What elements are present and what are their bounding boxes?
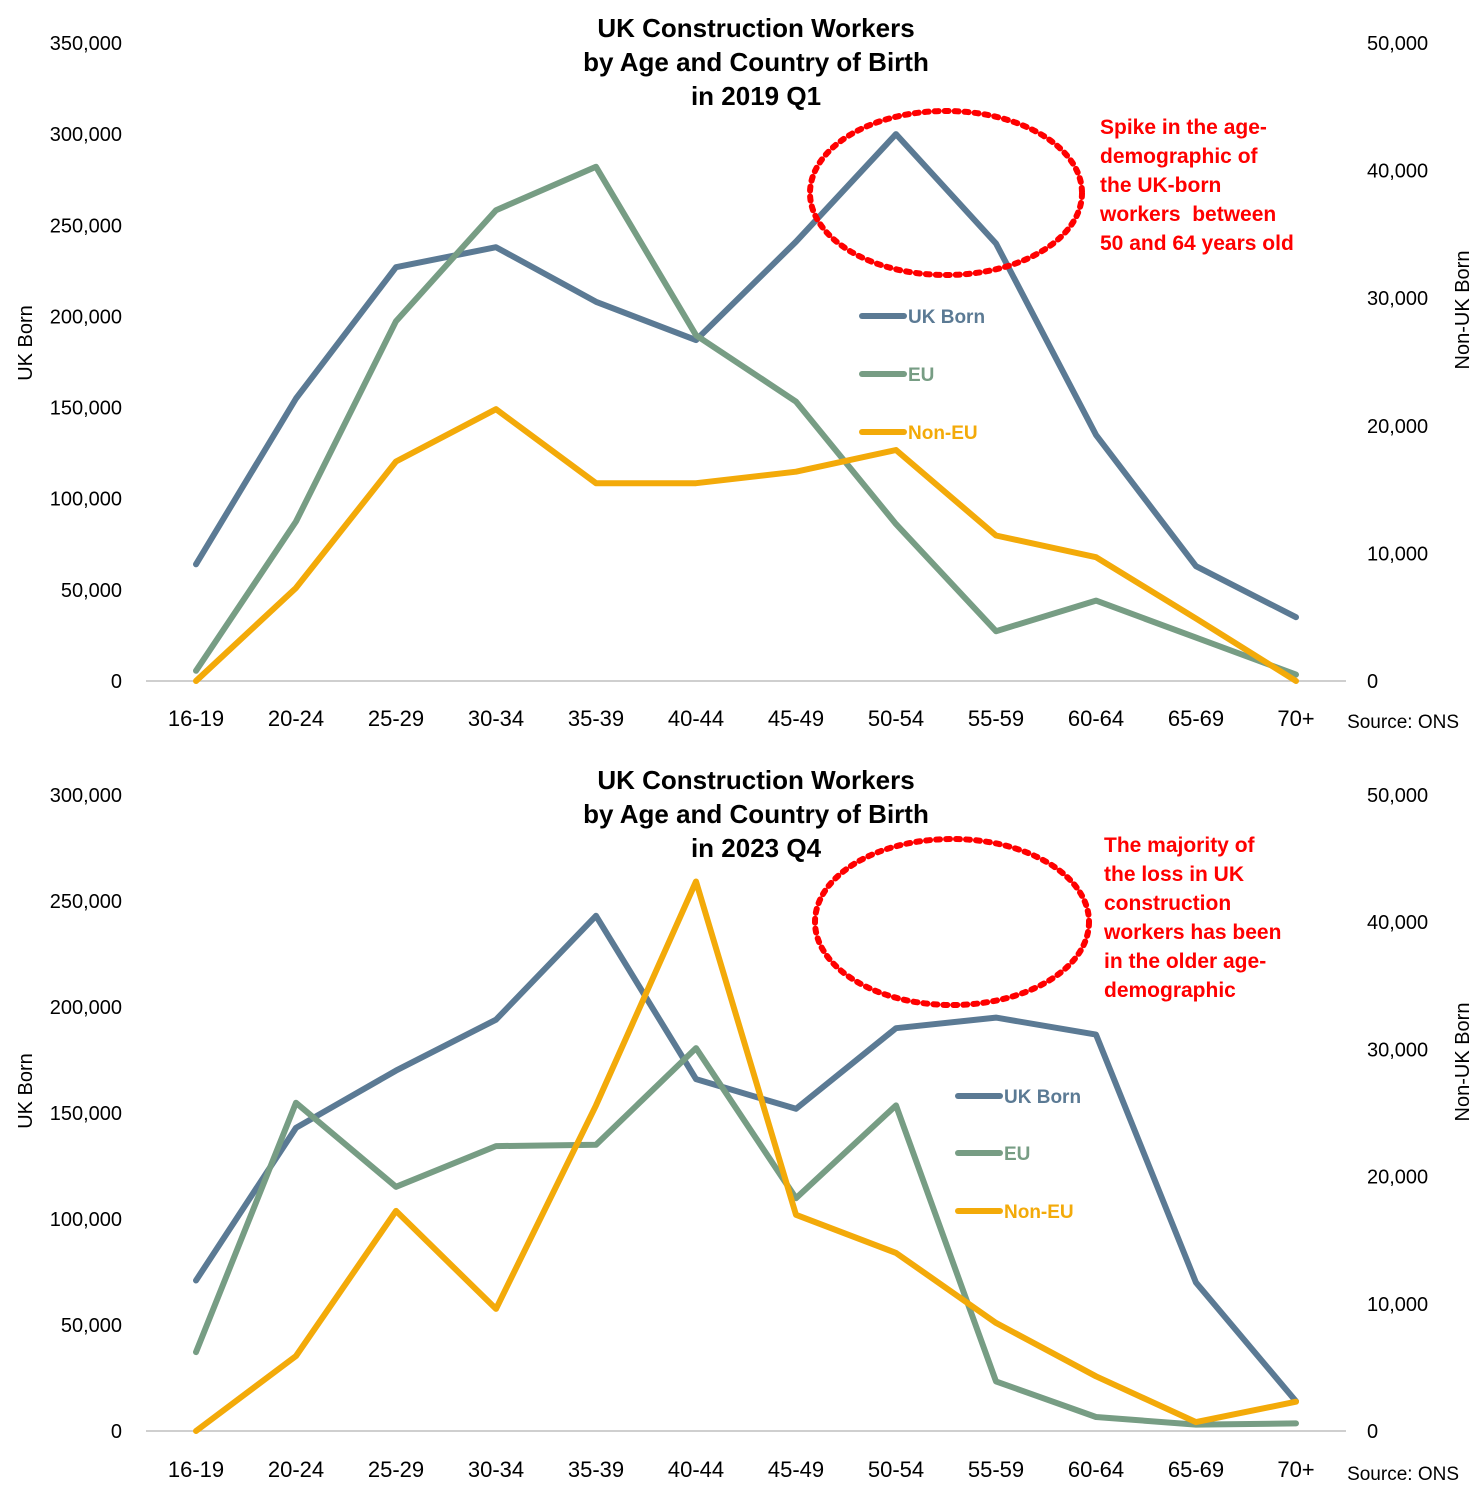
annotation-line: 50 and 64 years old — [1100, 232, 1294, 255]
y-left-tick-label: 250,000 — [50, 215, 122, 237]
y-right-tick-label: 0 — [1367, 671, 1378, 693]
annotation-line: construction — [1104, 892, 1231, 915]
chart-2: UK Construction Workers by Age and Countr… — [15, 765, 1474, 1485]
chart-title-line: by Age and Country of Birth — [583, 47, 929, 77]
series-line-non-eu — [193, 878, 1299, 1434]
series-line-non-eu — [193, 406, 1299, 684]
legend-label: EU — [1004, 1144, 1030, 1165]
legend-label: Non-EU — [1004, 1202, 1074, 1223]
y-right-tick-label: 50,000 — [1367, 33, 1428, 55]
legend-label: Non-EU — [908, 423, 978, 444]
y-right-tick-label: 40,000 — [1367, 912, 1428, 934]
y-left-tick-label: 100,000 — [50, 1209, 122, 1231]
x-tick-label: 16-19 — [168, 1457, 224, 1482]
series-line-uk-born — [193, 912, 1299, 1405]
y-right-axis-title: Non-UK Born — [1452, 1003, 1474, 1122]
chart-title-line: by Age and Country of Birth — [583, 799, 929, 829]
y-right-tick-label: 30,000 — [1367, 288, 1428, 310]
y-left-tick-label: 150,000 — [50, 1103, 122, 1125]
y-left-tick-label: 300,000 — [50, 124, 122, 146]
source-note: Source: ONS — [1347, 1464, 1459, 1485]
x-tick-label: 50-54 — [868, 706, 924, 731]
x-tick-label: 35-39 — [568, 1457, 624, 1482]
annotation-line: demographic of — [1100, 145, 1259, 168]
annotation-line: the UK-born — [1100, 174, 1221, 197]
series-line-eu — [193, 1045, 1299, 1428]
x-tick-label: 55-59 — [968, 1457, 1024, 1482]
highlight-ellipse — [807, 108, 1085, 278]
x-tick-label: 70+ — [1277, 706, 1314, 731]
annotation-line: workers between — [1099, 203, 1276, 226]
x-tick-label: 35-39 — [568, 706, 624, 731]
x-tick-label: 65-69 — [1168, 706, 1224, 731]
legend-label: UK Born — [908, 307, 985, 328]
y-left-tick-label: 250,000 — [50, 891, 122, 913]
y-right-tick-label: 0 — [1367, 1421, 1378, 1443]
chart-title-line: in 2023 Q4 — [691, 833, 822, 863]
y-right-tick-label: 10,000 — [1367, 1294, 1428, 1316]
x-tick-label: 60-64 — [1068, 1457, 1124, 1482]
annotation-line: Spike in the age- — [1100, 116, 1267, 139]
y-right-axis-title: Non-UK Born — [1452, 251, 1474, 370]
x-tick-label: 20-24 — [268, 1457, 324, 1482]
y-right-tick-label: 20,000 — [1367, 1167, 1428, 1189]
y-left-tick-label: 200,000 — [50, 997, 122, 1019]
y-right-tick-label: 30,000 — [1367, 1039, 1428, 1061]
y-left-tick-label: 0 — [111, 671, 122, 693]
series-line-eu — [193, 163, 1299, 678]
x-tick-label: 45-49 — [768, 706, 824, 731]
x-tick-label: 16-19 — [168, 706, 224, 731]
annotation-line: The majority of — [1104, 834, 1256, 857]
highlight-ellipse — [812, 836, 1092, 1008]
x-tick-label: 25-29 — [368, 1457, 424, 1482]
annotation-line: the loss in UK — [1104, 863, 1244, 886]
y-left-tick-label: 350,000 — [50, 33, 122, 55]
chart-title-line: UK Construction Workers — [597, 765, 914, 795]
y-left-tick-label: 0 — [111, 1421, 122, 1443]
x-tick-label: 45-49 — [768, 1457, 824, 1482]
x-tick-label: 55-59 — [968, 706, 1024, 731]
y-right-tick-label: 20,000 — [1367, 416, 1428, 438]
x-tick-label: 25-29 — [368, 706, 424, 731]
y-right-tick-label: 10,000 — [1367, 543, 1428, 565]
x-tick-label: 40-44 — [668, 706, 724, 731]
legend-label: UK Born — [1004, 1087, 1081, 1108]
source-note: Source: ONS — [1347, 712, 1459, 733]
y-left-tick-label: 300,000 — [50, 785, 122, 807]
annotation-line: in the older age- — [1104, 950, 1266, 973]
x-tick-label: 50-54 — [868, 1457, 924, 1482]
y-left-tick-label: 150,000 — [50, 398, 122, 420]
chart-1: UK Construction Workers by Age and Countr… — [15, 13, 1474, 733]
y-left-tick-label: 50,000 — [61, 1315, 122, 1337]
x-tick-label: 65-69 — [1168, 1457, 1224, 1482]
y-left-tick-label: 200,000 — [50, 306, 122, 328]
x-tick-label: 30-34 — [468, 706, 524, 731]
annotation-line: workers has been — [1103, 921, 1281, 944]
y-left-tick-label: 100,000 — [50, 489, 122, 511]
x-tick-label: 60-64 — [1068, 706, 1124, 731]
y-right-tick-label: 50,000 — [1367, 785, 1428, 807]
chart-title-line: in 2019 Q1 — [691, 81, 821, 111]
y-left-axis-title: UK Born — [15, 305, 37, 381]
x-tick-label: 40-44 — [668, 1457, 724, 1482]
y-right-tick-label: 40,000 — [1367, 161, 1428, 183]
x-tick-label: 70+ — [1277, 1457, 1314, 1482]
y-left-axis-title: UK Born — [15, 1053, 37, 1129]
chart-title-line: UK Construction Workers — [597, 13, 914, 43]
x-tick-label: 30-34 — [468, 1457, 524, 1482]
series-line-uk-born — [193, 131, 1299, 621]
legend-label: EU — [908, 365, 934, 386]
x-tick-label: 20-24 — [268, 706, 324, 731]
annotation-line: demographic — [1104, 979, 1236, 1002]
y-left-tick-label: 50,000 — [61, 580, 122, 602]
